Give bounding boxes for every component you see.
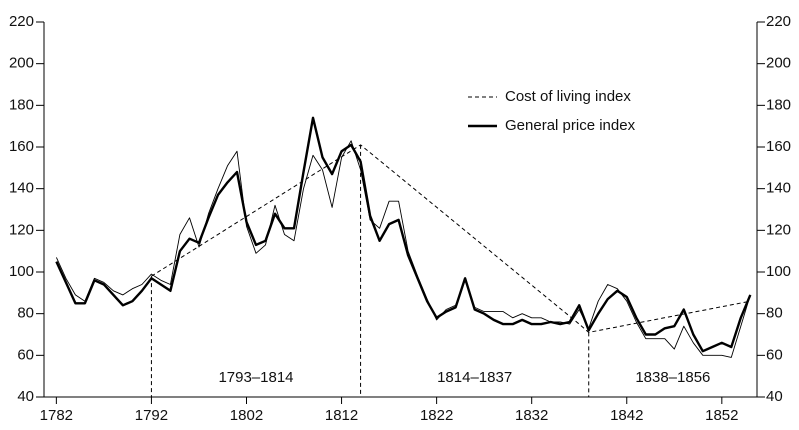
line-series xyxy=(151,144,751,333)
x-tick-label: 1812 xyxy=(325,407,358,424)
y-tick-label: 160 xyxy=(9,138,34,155)
y-tick-label: 100 xyxy=(9,263,34,280)
y-tick-label: 80 xyxy=(17,305,34,322)
line-series xyxy=(55,140,751,358)
x-tick-label: 1792 xyxy=(135,407,168,424)
y2-tick-label: 80 xyxy=(766,305,783,322)
period-label: 1838–1856 xyxy=(635,369,710,386)
y-tick-label: 120 xyxy=(9,221,34,238)
y2-tick-label: 180 xyxy=(766,96,791,113)
x-tick-label: 1802 xyxy=(230,407,263,424)
legend-label: General price index xyxy=(505,117,636,134)
y2-tick-label: 200 xyxy=(766,55,791,72)
y-tick-label: 200 xyxy=(9,55,34,72)
y-tick-label: 40 xyxy=(17,388,34,405)
x-tick-label: 1822 xyxy=(420,407,453,424)
y2-tick-label: 100 xyxy=(766,263,791,280)
line-series xyxy=(55,116,752,353)
y2-tick-label: 140 xyxy=(766,180,791,197)
period-label: 1814–1837 xyxy=(437,369,512,386)
y-tick-label: 180 xyxy=(9,96,34,113)
y-tick-label: 140 xyxy=(9,180,34,197)
y-tick-label: 220 xyxy=(9,13,34,30)
y-tick-label: 60 xyxy=(17,346,34,363)
x-tick-label: 1782 xyxy=(40,407,73,424)
legend-label: Cost of living index xyxy=(505,88,631,105)
period-label: 1793–1814 xyxy=(218,369,293,386)
y2-tick-label: 220 xyxy=(766,13,791,30)
x-tick-label: 1842 xyxy=(610,407,643,424)
y2-tick-label: 160 xyxy=(766,138,791,155)
y2-tick-label: 60 xyxy=(766,346,783,363)
x-tick-label: 1832 xyxy=(515,407,548,424)
y2-tick-label: 120 xyxy=(766,221,791,238)
y2-tick-label: 40 xyxy=(766,388,783,405)
x-tick-label: 1852 xyxy=(705,407,738,424)
